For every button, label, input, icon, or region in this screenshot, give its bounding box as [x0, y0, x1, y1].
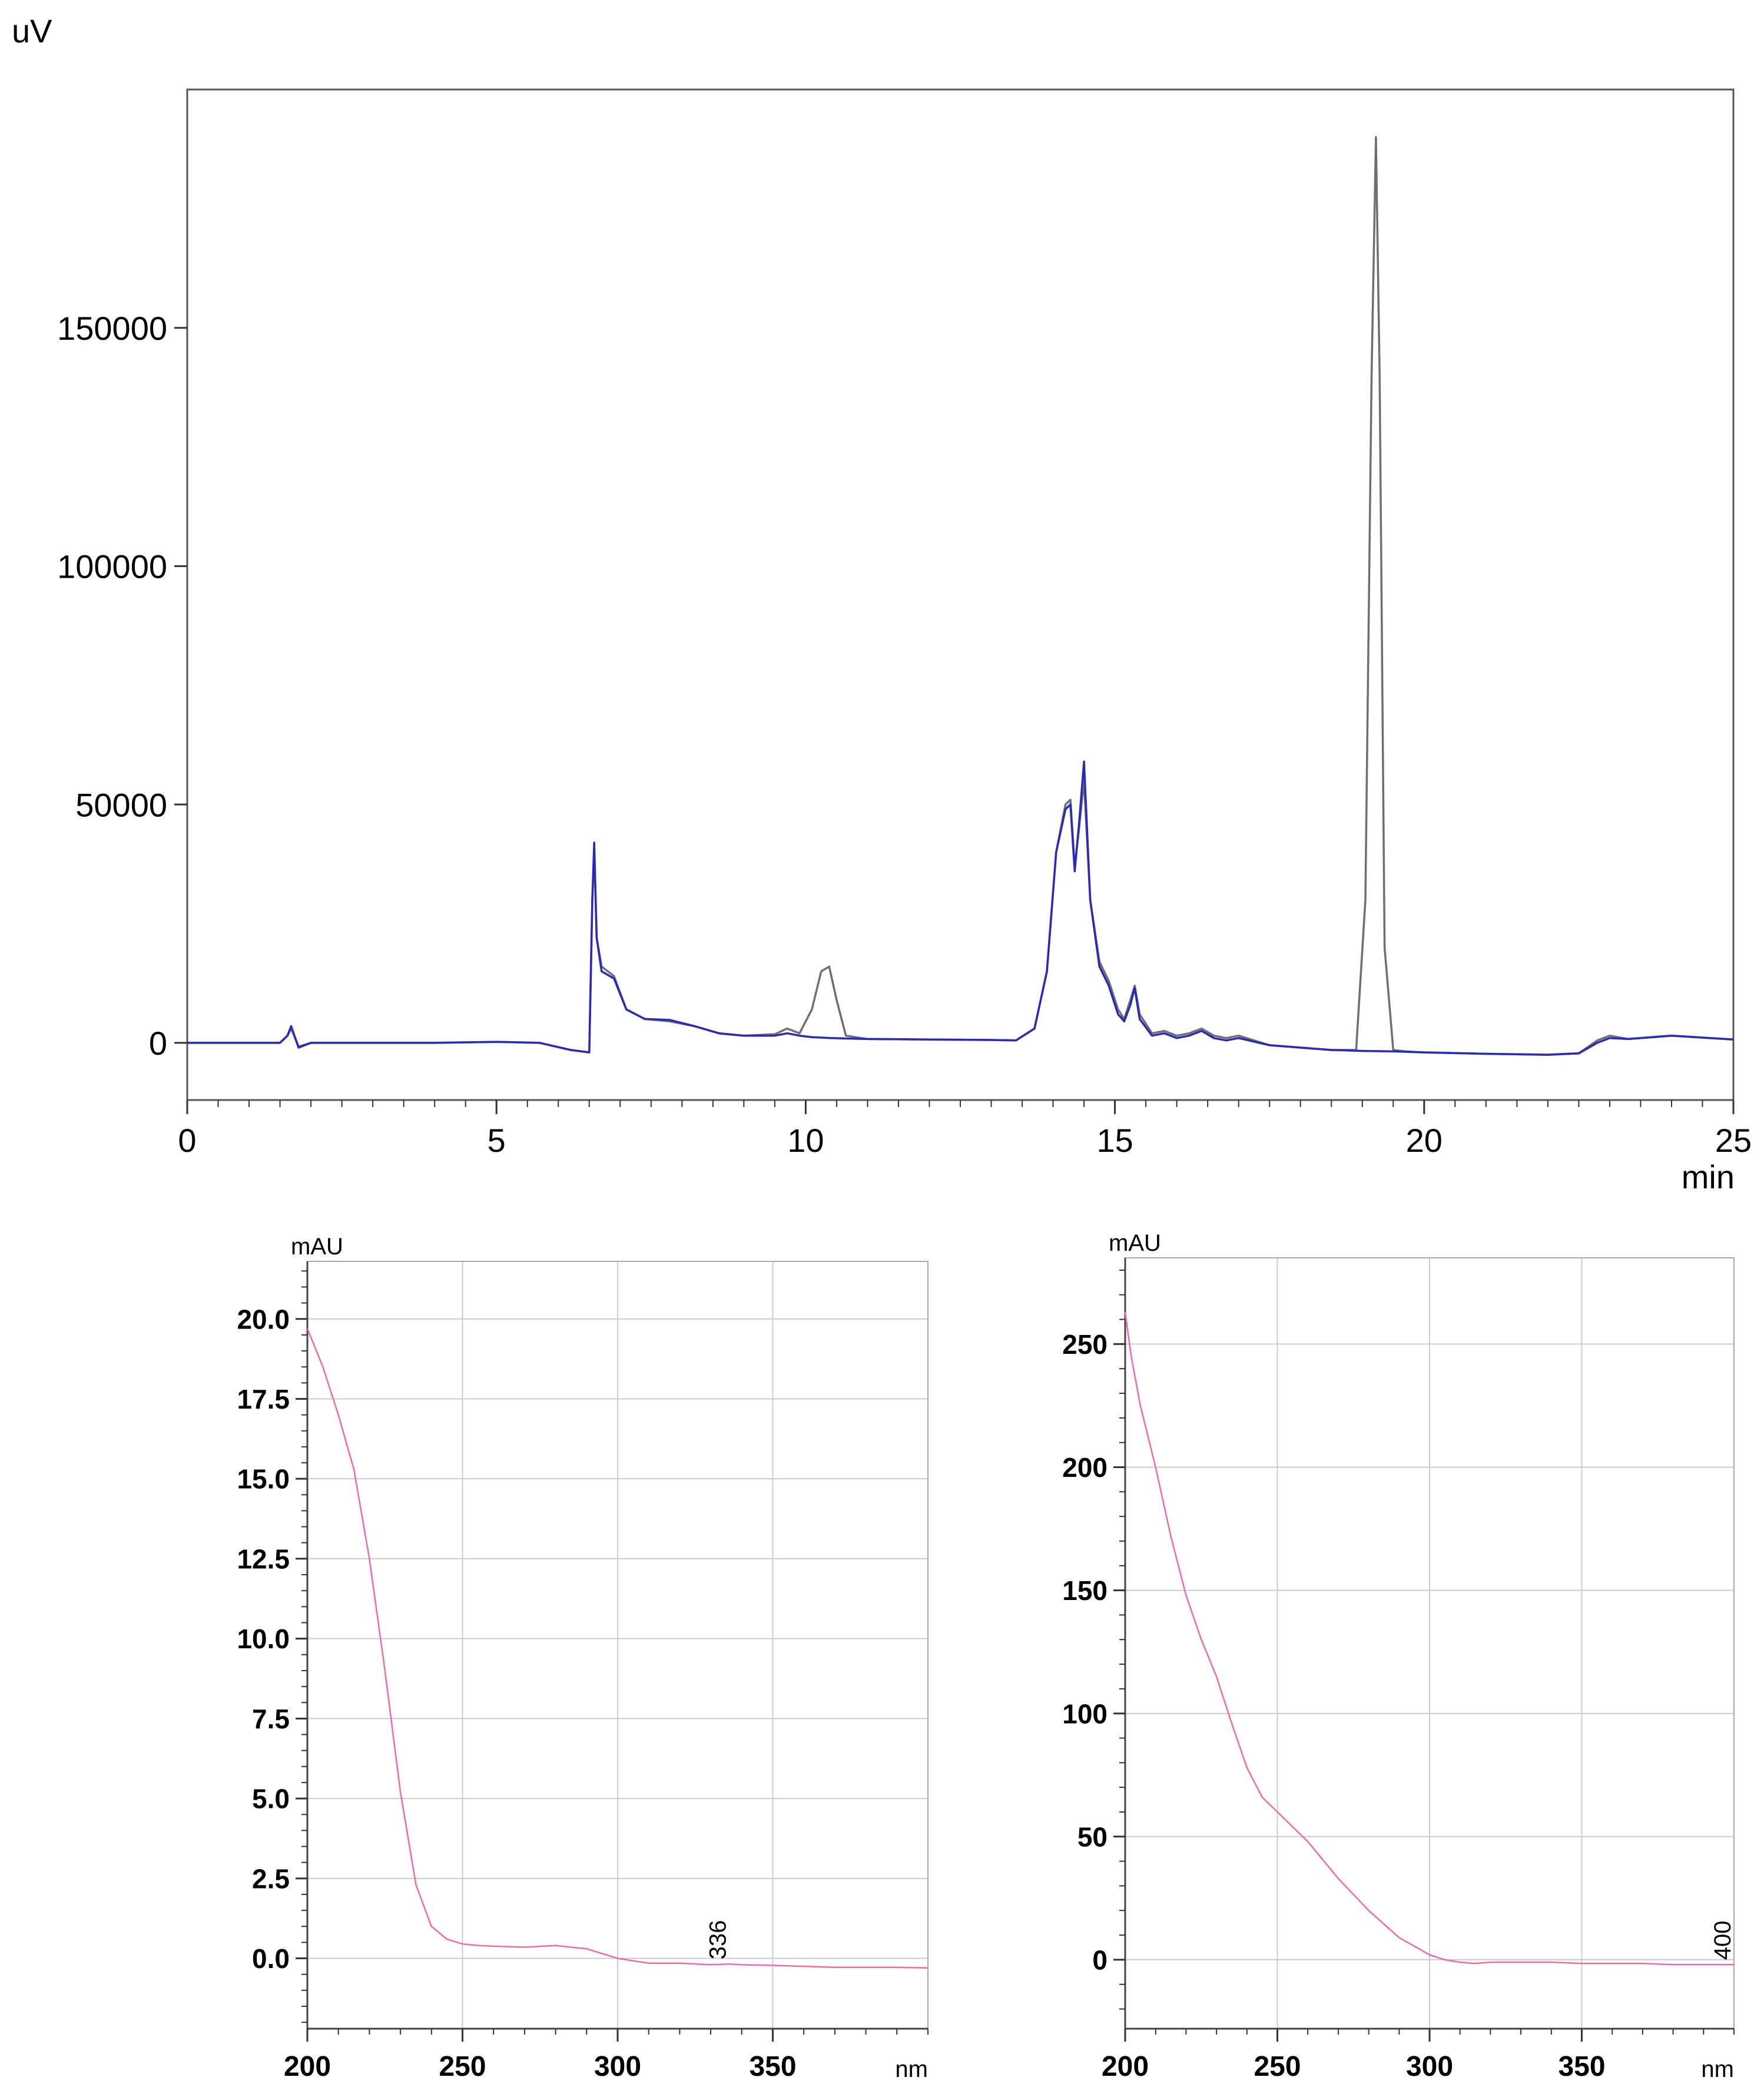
y-tick-label: 150000: [57, 310, 167, 347]
y-tick-label: 100000: [57, 548, 167, 585]
series-line-1: [306, 1328, 929, 1969]
x-tick-label: 20: [1406, 1122, 1443, 1159]
y-tick-label: 2.5: [252, 1863, 290, 1894]
x-tick-label: 250: [439, 2051, 486, 2082]
y-tick-label: 7.5: [252, 1704, 290, 1734]
y-axis-label: uV: [12, 12, 52, 49]
x-tick-label: 200: [1102, 2051, 1149, 2082]
y-tick-label: 0.0: [252, 1943, 290, 1974]
y-tick-label: 17.5: [237, 1384, 290, 1414]
y-tick-label: 20.0: [237, 1304, 290, 1334]
chart-3: 200 250 300 350 0 50 100 150 200 250 mAU nm 400: [1062, 1230, 1736, 2082]
x-tick-label: 300: [1406, 2051, 1453, 2082]
y-tick-label: 100: [1062, 1698, 1108, 1729]
peak-annotation: 336: [705, 1920, 731, 1960]
series-line-1: [187, 136, 1734, 1056]
chart-2: 200 250 300 350 0.0 2.5 5.0 7.5 10.0 12.5 15.0 17.5…: [237, 1234, 929, 2082]
y-tick-label: 50000: [75, 786, 167, 823]
y-tick-label: 5.0: [252, 1784, 290, 1814]
x-tick-label: 0: [178, 1122, 196, 1159]
x-tick-label: 15: [1096, 1122, 1133, 1159]
x-tick-label: 200: [284, 2051, 331, 2082]
x-tick-label: 350: [749, 2051, 796, 2082]
y-tick-label: 0: [1092, 1944, 1108, 1975]
y-tick-label: 0: [149, 1025, 167, 1062]
x-tick-label: 5: [488, 1122, 506, 1159]
y-tick-label: 12.5: [237, 1543, 290, 1574]
x-axis-label: nm: [895, 2056, 928, 2082]
chart-1: 0 5 10 15 20 25 0 50000 100000 150000 uV min: [12, 12, 1752, 1195]
y-tick-label: 250: [1062, 1329, 1108, 1360]
x-axis-label: min: [1682, 1158, 1735, 1195]
y-axis-label: mAU: [1109, 1230, 1161, 1256]
x-tick-label: 250: [1254, 2051, 1301, 2082]
y-axis-label: mAU: [291, 1234, 343, 1260]
x-tick-label: 10: [787, 1122, 824, 1159]
peak-annotation: 400: [1710, 1921, 1736, 1960]
y-tick-label: 15.0: [237, 1464, 290, 1495]
x-tick-label: 300: [594, 2051, 641, 2082]
y-tick-label: 200: [1062, 1452, 1108, 1483]
x-tick-label: 350: [1558, 2051, 1605, 2082]
x-tick-label: 25: [1715, 1122, 1752, 1159]
x-axis-label: nm: [1701, 2056, 1734, 2082]
y-tick-label: 10.0: [237, 1624, 290, 1654]
plot-frame: [186, 88, 1735, 1101]
y-tick-label: 150: [1062, 1575, 1108, 1606]
series-line-2: [187, 760, 1734, 1056]
series-line-1: [1124, 1311, 1734, 1966]
y-tick-label: 50: [1077, 1821, 1108, 1852]
